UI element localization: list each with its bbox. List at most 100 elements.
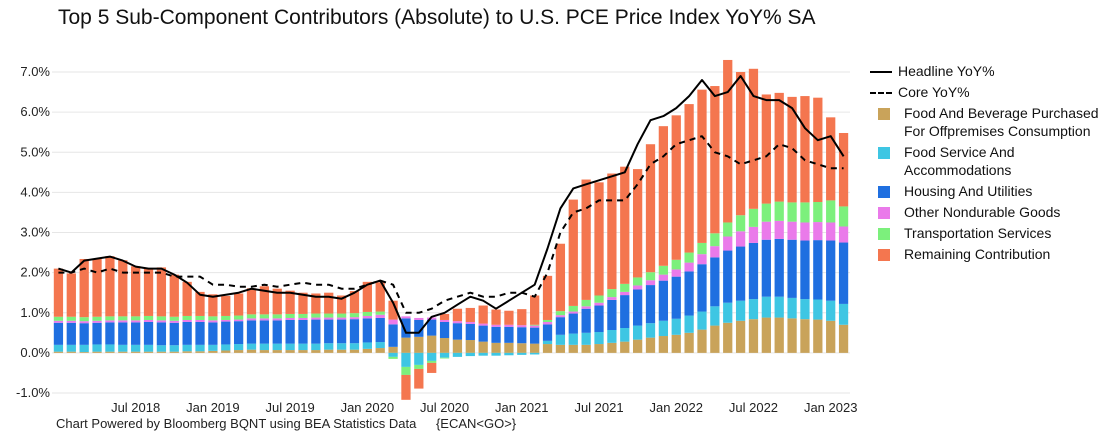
bar-segment bbox=[414, 352, 424, 365]
bar-segment bbox=[504, 324, 514, 327]
bar-segment bbox=[375, 348, 385, 353]
bar-segment bbox=[761, 317, 771, 353]
bar-segment bbox=[723, 322, 733, 353]
bar-segment bbox=[684, 271, 694, 316]
bar-segment bbox=[787, 239, 797, 298]
bar-segment bbox=[131, 316, 141, 321]
bar-segment bbox=[221, 350, 231, 353]
bar-segment bbox=[632, 169, 643, 278]
bar-segment bbox=[517, 325, 527, 328]
bar-segment bbox=[658, 280, 669, 321]
bar-segment bbox=[311, 317, 321, 320]
bar-segment bbox=[594, 182, 604, 296]
bar-segment bbox=[156, 345, 167, 352]
bar-segment bbox=[105, 316, 115, 321]
bar-segment bbox=[774, 201, 784, 221]
bar-segment bbox=[143, 344, 154, 352]
bar-segment bbox=[697, 329, 707, 353]
bar-segment bbox=[272, 343, 282, 351]
bar-segment bbox=[645, 323, 656, 338]
bar-segment bbox=[530, 352, 540, 355]
bar-segment bbox=[684, 332, 694, 353]
bar-segment bbox=[787, 318, 797, 353]
bar-segment bbox=[491, 309, 501, 325]
bar-segment bbox=[542, 340, 553, 345]
bar-segment bbox=[246, 349, 257, 353]
bar-segment bbox=[774, 220, 784, 239]
bar-segment bbox=[735, 320, 746, 353]
bar-segment bbox=[349, 291, 360, 314]
legend-label: Food Service And Accommodations bbox=[904, 144, 1015, 178]
bar-segment bbox=[66, 322, 76, 345]
x-tick-label: Jan 2023 bbox=[804, 400, 858, 415]
bar-segment bbox=[195, 321, 205, 345]
bar-segment bbox=[375, 314, 385, 318]
legend-color-swatch bbox=[878, 249, 890, 261]
bar-segment bbox=[491, 342, 501, 353]
bar-segment bbox=[787, 202, 797, 222]
bar-segment bbox=[504, 342, 514, 353]
bar-segment bbox=[182, 351, 192, 353]
bar-segment bbox=[208, 294, 218, 317]
bar-segment bbox=[555, 243, 566, 312]
bar-segment bbox=[800, 240, 810, 300]
bar-segment bbox=[169, 316, 179, 321]
bar-segment bbox=[53, 268, 64, 317]
bar-segment bbox=[787, 221, 797, 240]
bar-segment bbox=[362, 311, 372, 316]
bar-segment bbox=[530, 325, 540, 328]
bar-segment bbox=[568, 311, 578, 314]
bar-segment bbox=[710, 325, 720, 353]
bar-segment bbox=[813, 299, 823, 320]
y-tick-label: 7.0% bbox=[20, 64, 50, 79]
bar-segment bbox=[645, 144, 656, 273]
bar-segment bbox=[272, 288, 282, 315]
x-tick-label: Jan 2020 bbox=[341, 400, 395, 415]
bar-segment bbox=[182, 344, 192, 352]
bar-segment bbox=[813, 202, 823, 223]
bar-segment bbox=[632, 289, 643, 326]
bar-segment bbox=[131, 344, 141, 352]
legend-color-swatch bbox=[878, 186, 890, 198]
bar-segment bbox=[324, 313, 334, 318]
bar-segment bbox=[452, 308, 463, 322]
legend-line-swatch bbox=[870, 92, 892, 94]
bar-segment bbox=[131, 320, 141, 323]
bar-segment bbox=[838, 226, 849, 243]
bar-segment bbox=[195, 315, 205, 320]
bar-segment bbox=[530, 343, 540, 353]
y-tick-label: 0.0% bbox=[20, 345, 50, 360]
bar-segment bbox=[92, 344, 102, 352]
bar-segment bbox=[735, 231, 746, 247]
bar-segment bbox=[118, 322, 128, 345]
bar-segment bbox=[658, 274, 669, 281]
bar-segment bbox=[774, 296, 784, 318]
bar-segment bbox=[92, 320, 102, 323]
x-tick-label: Jul 2020 bbox=[420, 400, 469, 415]
bar-segment bbox=[272, 320, 282, 344]
bar-segment bbox=[620, 166, 630, 284]
bar-segment bbox=[246, 318, 257, 321]
bar-segment bbox=[748, 299, 759, 320]
bar-segment bbox=[671, 269, 681, 277]
bar-segment bbox=[362, 281, 372, 312]
bar-segment bbox=[298, 313, 308, 318]
headline-line bbox=[58, 75, 845, 334]
legend-label: Other Nondurable Goods bbox=[904, 204, 1061, 220]
bar-segment bbox=[710, 306, 720, 326]
bar-segment bbox=[439, 338, 450, 353]
bar-segment bbox=[723, 250, 733, 303]
bar-segment bbox=[143, 321, 154, 345]
bar-segment bbox=[79, 317, 89, 322]
bar-segment bbox=[362, 348, 372, 353]
x-tick-label: Jan 2022 bbox=[649, 400, 703, 415]
bar-segment bbox=[542, 275, 553, 320]
bar-segment bbox=[568, 333, 578, 345]
bar-segment bbox=[555, 311, 566, 316]
bar-segment bbox=[169, 274, 179, 317]
bar-segment bbox=[581, 344, 591, 353]
bar-segment bbox=[671, 259, 681, 270]
bar-segment bbox=[118, 260, 128, 317]
bar-segment bbox=[246, 343, 257, 350]
bar-segment bbox=[311, 313, 321, 318]
